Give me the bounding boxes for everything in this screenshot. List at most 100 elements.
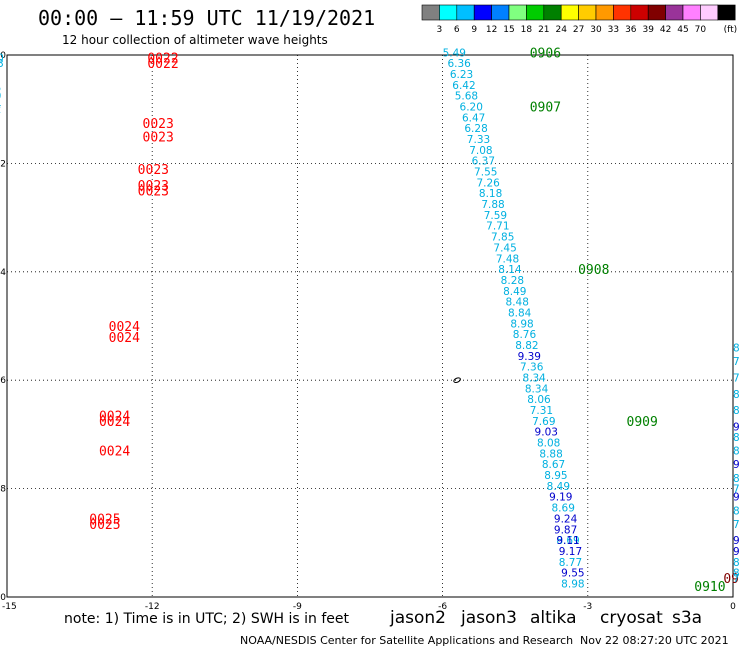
swh-label-cryosat: 0022 xyxy=(147,57,178,72)
scale-label: 36 xyxy=(625,25,637,35)
scale-label: 27 xyxy=(573,25,584,35)
scale-swatch xyxy=(717,4,736,21)
swh-label-jason3: 0909 xyxy=(627,415,658,430)
swh-label-swh_cyan: 7.36 xyxy=(520,362,544,374)
swh-label-swh_cyan: 7.04 xyxy=(0,99,2,111)
swh-label-cryosat: 0024 xyxy=(99,445,130,460)
lat-tick-label: -20 xyxy=(0,593,6,603)
credit-line: NOAA/NESDIS Center for Satellite Applica… xyxy=(240,634,574,647)
swh-label-swh_cyan: 7.73 xyxy=(733,519,740,531)
swh-label-cryosat: 0024 xyxy=(109,331,140,346)
swh-label-swh_cyan: 8.77 xyxy=(559,557,582,569)
swh-label-swh_cyan: 5.49 xyxy=(443,47,466,59)
swh-label-swh_cyan: 8.95 xyxy=(544,470,567,482)
swh-label-swh_blue: 9.11 xyxy=(556,535,579,547)
swh-label-swh_cyan: 7.71 xyxy=(486,221,509,233)
swh-label-swh_cyan: 8.49 xyxy=(547,481,570,493)
swh-label-swh_cyan: 7.88 xyxy=(481,199,504,211)
swh-label-swh_cyan: 8.1 xyxy=(733,405,740,417)
swh-label-swh_cyan: 7.45 xyxy=(493,242,516,254)
swh-label-swh_cyan: 8.48 xyxy=(506,297,529,309)
swh-label-swh_cyan: 7.4 xyxy=(733,372,740,384)
scale-label: 18 xyxy=(521,25,533,35)
swh-label-jason3: 0906 xyxy=(530,46,561,61)
swh-label-cryosat: 0025 xyxy=(89,518,120,533)
swh-label-cryosat: 0024 xyxy=(99,409,130,424)
swh-label-swh_cyan: 7.33 xyxy=(467,134,490,146)
scale-label: 3 xyxy=(437,25,443,35)
scale-label: 70 xyxy=(695,25,707,35)
swh-label-swh_blue: 9.87 xyxy=(554,524,577,536)
legend-s3a: s3a xyxy=(672,608,703,628)
plot-frame xyxy=(6,54,734,598)
swh-label-swh_cyan: 6.42 xyxy=(452,80,475,92)
swh-label-swh_cyan: 8.37 xyxy=(733,446,740,458)
swh-label-swh_blue: 9.31 xyxy=(733,535,740,547)
swh-label-swh_cyan: 8.98 xyxy=(510,318,533,330)
swh-label-swh_cyan: 7.59 xyxy=(484,210,507,222)
scale-label: 9 xyxy=(471,25,477,35)
swh-label-swh_cyan: 7.31 xyxy=(530,405,553,417)
swh-label-swh_cyan: 8.69 xyxy=(552,503,575,515)
swh-label-jason3: 0908 xyxy=(578,263,609,278)
swh-label-swh_cyan: 6.28 xyxy=(464,123,487,135)
lat-tick-label: -12 xyxy=(0,159,6,169)
swh-label-swh_cyan: 8.05 xyxy=(733,568,740,580)
swh-label-swh_cyan: 8.34 xyxy=(525,383,549,395)
swh-label-swh_cyan: 7.85 xyxy=(491,232,514,244)
swh-label-cryosat: 0023 xyxy=(143,117,174,132)
swh-label-swh_cyan: 7.6 xyxy=(733,356,740,368)
swh-label-cryosat: 0022 xyxy=(147,52,178,67)
swh-label-jason3: 0910 xyxy=(694,580,725,595)
scale-label: 6 xyxy=(454,25,460,35)
swh-label-swh_blue: 9.55 xyxy=(561,568,584,580)
swh-label-swh_cyan: 8.08 xyxy=(537,438,560,450)
swh-label-swh_cyan: 6.23 xyxy=(450,69,473,81)
swh-label-swh_cyan: 8.60 xyxy=(733,473,740,485)
scale-label: 39 xyxy=(642,25,654,35)
swh-label-swh_cyan: 6.70 xyxy=(0,91,1,103)
map-subtitle: 12 hour collection of altimeter wave hei… xyxy=(62,33,328,47)
swh-label-cryosat: 0025 xyxy=(89,512,120,527)
lat-tick-label: -10 xyxy=(0,51,6,61)
island-outline xyxy=(453,377,461,384)
scale-label: 42 xyxy=(660,25,671,35)
swh-label-swh_cyan: 8.88 xyxy=(539,448,562,460)
scale-label: 21 xyxy=(538,25,549,35)
lon-tick-label: -12 xyxy=(145,602,160,612)
scale-label: 30 xyxy=(590,25,602,35)
lat-tick-label: -16 xyxy=(0,376,6,386)
scale-label: 33 xyxy=(608,25,619,35)
swh-label-swh_cyan: 6.37 xyxy=(472,156,495,168)
swh-label-cryosat: 0024 xyxy=(109,320,140,335)
swh-label-swh_cyan: 8.68 xyxy=(733,557,740,569)
swh-label-swh_cyan: 8.69 xyxy=(556,535,579,547)
swh-label-swh_cyan: 7.82 xyxy=(0,104,1,116)
swh-label-swh_blue: 9.03 xyxy=(535,427,558,439)
swh-label-swh_cyan: 6.45 xyxy=(0,83,1,95)
swh-label-swh_cyan: 7.69 xyxy=(532,416,555,428)
corner-tick-label: -15 xyxy=(2,602,17,612)
swh-label-cryosat: 0023 xyxy=(138,185,169,200)
legend-jason2: jason2 xyxy=(390,608,446,628)
swh-label-swh_cyan: 8.18 xyxy=(733,505,740,517)
swh-label-swh_cyan: 7.97 xyxy=(733,484,740,496)
scale-label: 15 xyxy=(503,25,514,35)
swh-label-swh_cyan: 8.14 xyxy=(498,264,522,276)
lon-tick-label: -3 xyxy=(583,602,592,612)
swh-label-swh_cyan: 8.4 xyxy=(733,389,740,401)
timestamp: Nov 22 08:27:20 UTC 2021 xyxy=(580,634,729,647)
swh-label-swh_cyan: 8.49 xyxy=(503,286,526,298)
lon-tick-label: 0 xyxy=(730,602,736,612)
swh-label-swh_cyan: 8.18 xyxy=(479,188,502,200)
swh-label-swh_blue: 9.17 xyxy=(559,546,582,558)
swh-label-swh_cyan: 7.55 xyxy=(474,167,497,179)
swh-label-cryosat: 0023 xyxy=(138,163,169,178)
swh-label-swh_blue: 9.39 xyxy=(733,546,740,558)
swh-label-swh_blue: 9.39 xyxy=(518,351,541,363)
swh-label-swh_cyan: 6.36 xyxy=(447,58,471,70)
swh-label-swh_cyan: 6.20 xyxy=(460,101,483,113)
lon-tick-label: -9 xyxy=(293,602,302,612)
